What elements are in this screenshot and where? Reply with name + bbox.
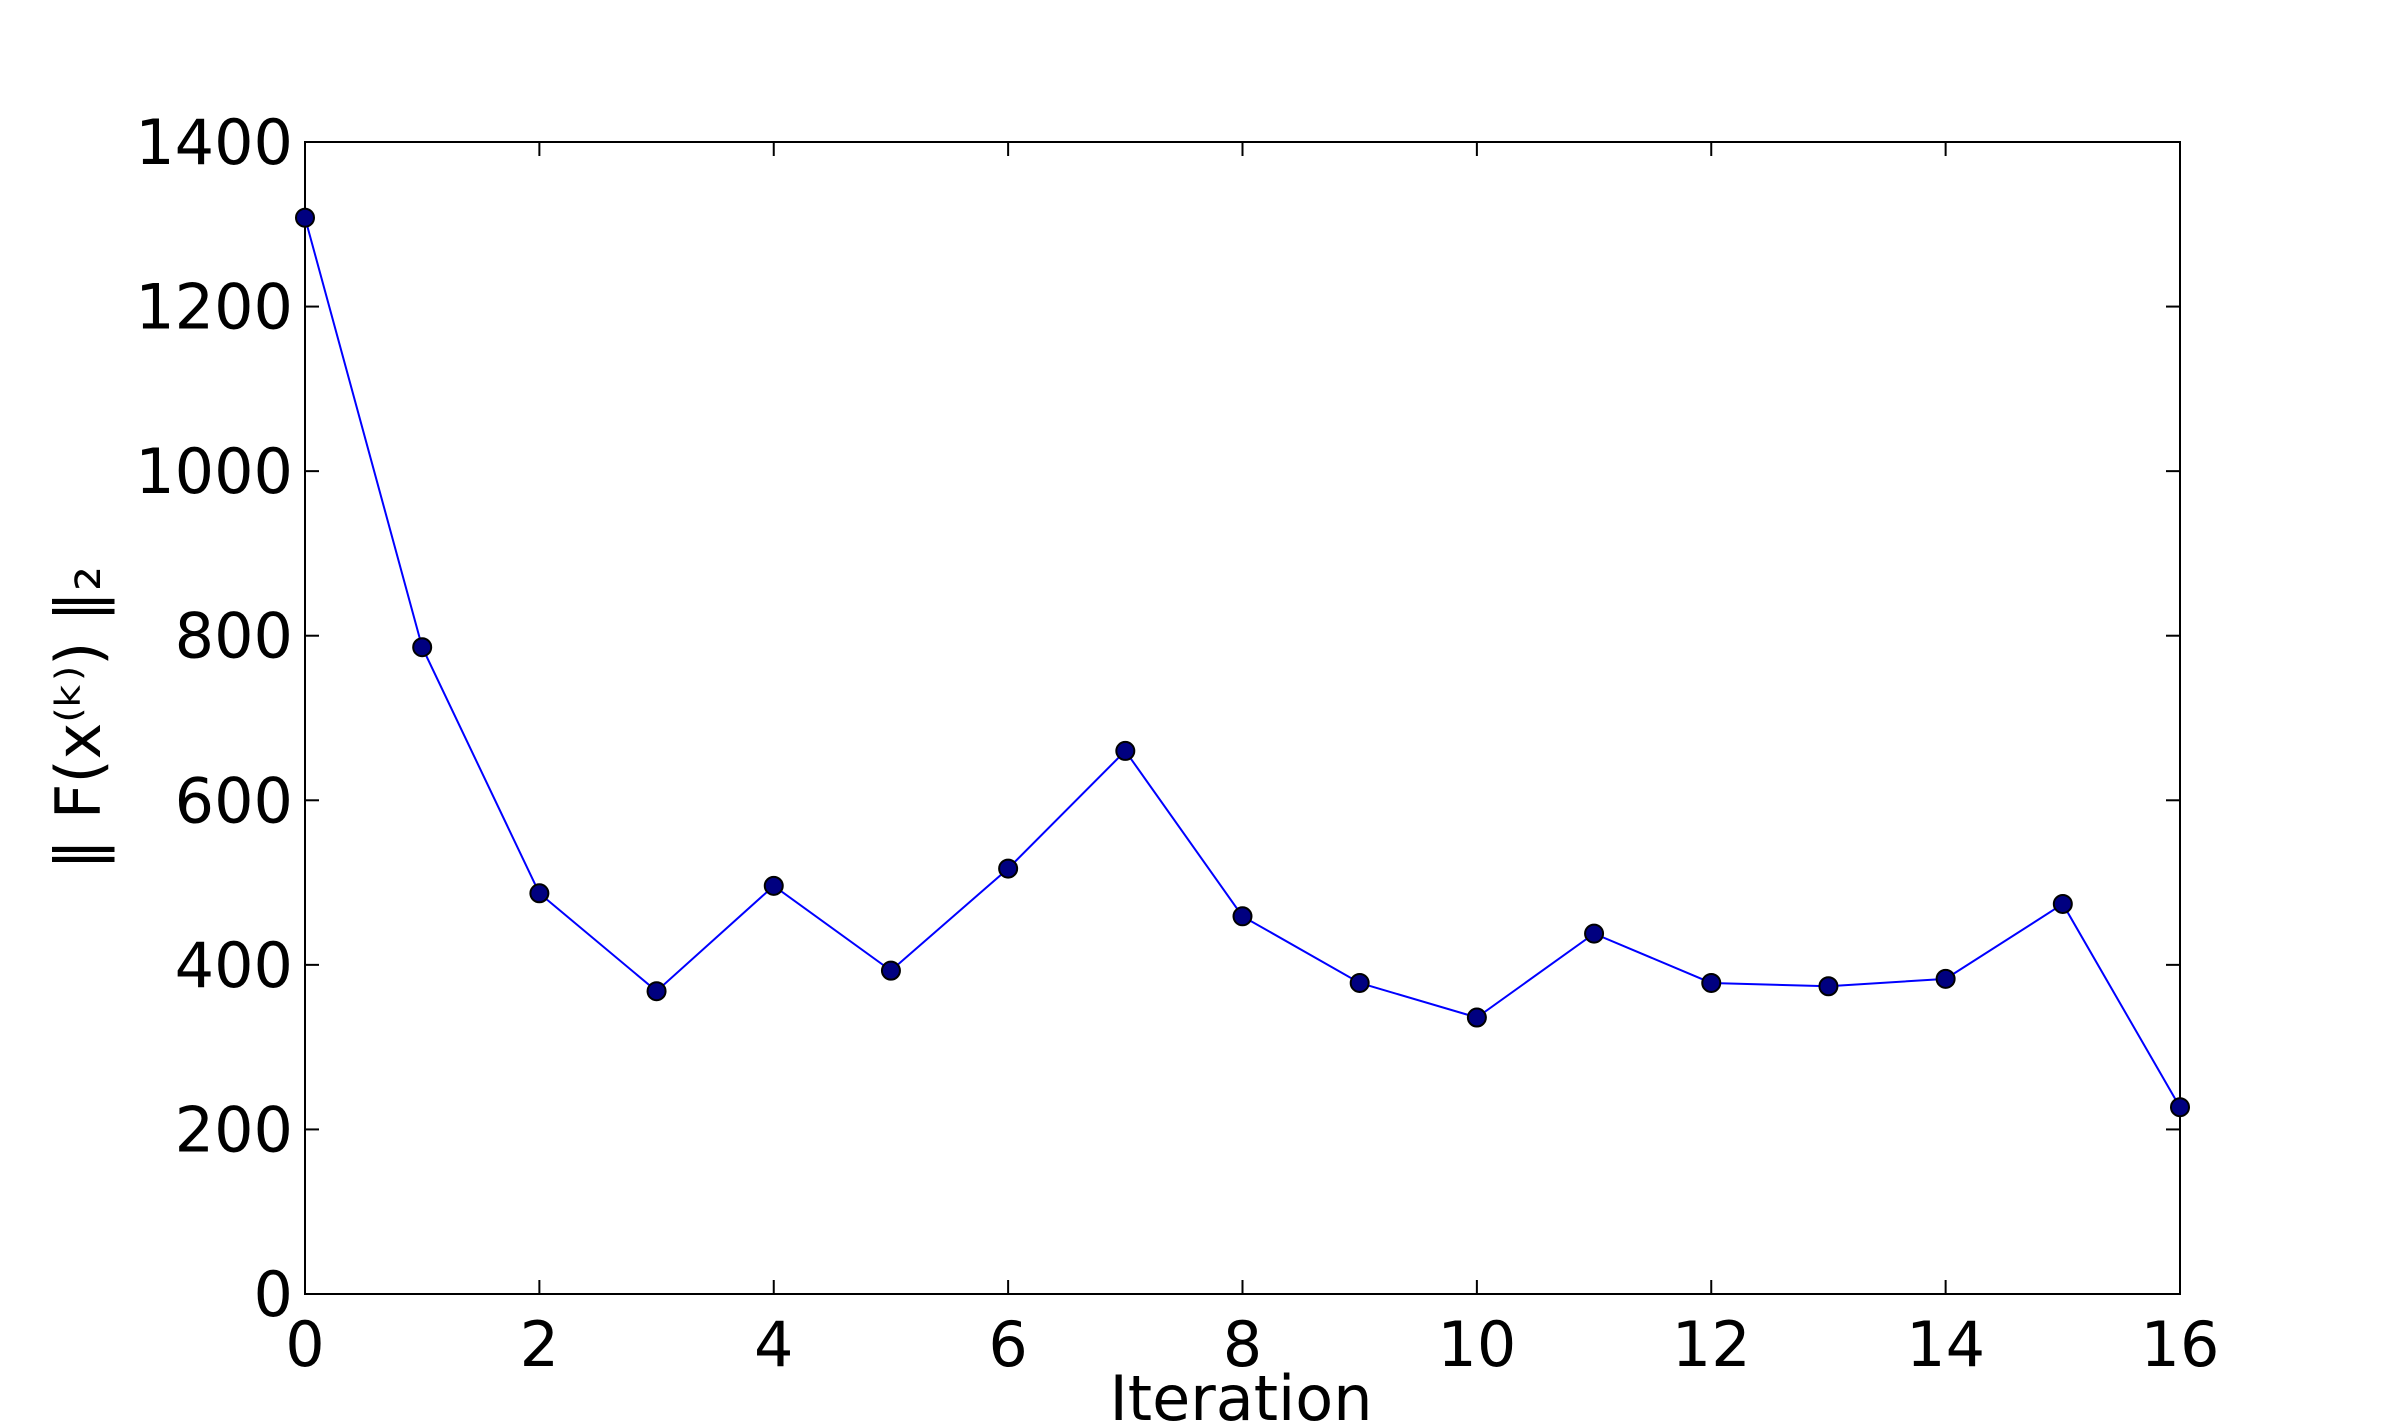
y-tick-label: 400	[175, 929, 293, 1002]
plot-frame	[304, 141, 2181, 1295]
x-tick-label: 10	[1437, 1308, 1516, 1381]
x-tick-label: 8	[1223, 1308, 1262, 1381]
y-tick-label: 600	[175, 764, 293, 837]
data-point	[2170, 1097, 2190, 1118]
x-axis-label: Iteration	[1110, 1362, 1373, 1423]
data-point	[1935, 968, 1956, 989]
data-point	[412, 637, 433, 658]
data-point	[646, 981, 667, 1002]
data-point	[2052, 893, 2073, 914]
y-tick-label: 200	[175, 1093, 293, 1166]
x-tick-label: 16	[2141, 1308, 2220, 1381]
data-point	[295, 207, 315, 228]
data-point	[880, 960, 901, 981]
x-tick-label: 6	[988, 1308, 1027, 1381]
data-point	[1232, 906, 1253, 927]
x-tick-label: 2	[520, 1308, 559, 1381]
data-line	[304, 217, 2181, 1108]
data-point	[1584, 923, 1605, 944]
data-point	[1466, 1007, 1487, 1028]
y-tick-label: 800	[175, 600, 293, 673]
data-point	[1349, 972, 1370, 993]
data-point	[1818, 976, 1839, 997]
y-tick-label: 1200	[135, 271, 293, 344]
x-tick-label: 4	[754, 1308, 793, 1381]
y-axis-label: ‖ F(x⁽ᵏ⁾) ‖₂	[42, 566, 116, 870]
x-tick-label: 0	[285, 1308, 324, 1381]
data-point	[529, 883, 550, 904]
x-tick-label: 12	[1672, 1308, 1751, 1381]
y-tick-label: 1400	[135, 106, 293, 179]
data-point	[763, 875, 784, 896]
data-point	[998, 858, 1019, 879]
y-tick-label: 0	[254, 1258, 293, 1331]
x-tick-label: 14	[1906, 1308, 1985, 1381]
data-point	[1701, 972, 1722, 993]
data-point	[1115, 740, 1136, 761]
y-tick-label: 1000	[135, 435, 293, 508]
